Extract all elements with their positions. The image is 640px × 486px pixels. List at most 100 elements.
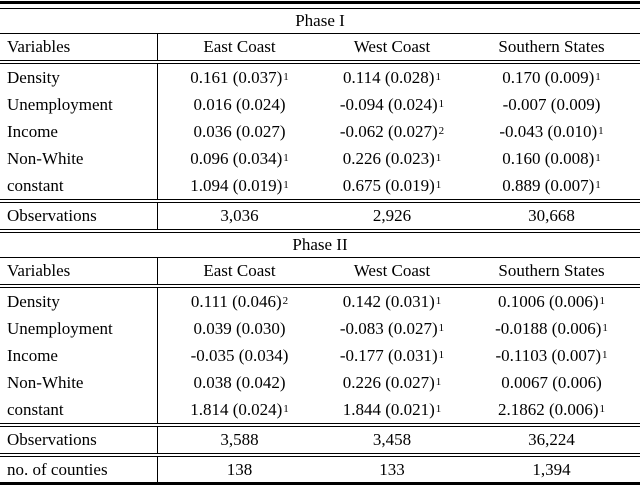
table-row-constant: constant 1.814 (0.024) 1 1.844 (0.021) 1 2… [0,396,640,423]
variable-label: Income [0,118,158,145]
coef-value: 1.094 (0.019) [190,175,283,195]
observations-value: 3,036 [220,206,259,225]
phase-2-header-row: Variables East Coast West Coast Southern… [0,258,640,284]
variable-label: Non-White [0,145,158,172]
coef-cell: 0.142 (0.031) 1 [342,291,442,311]
phase-2-title: Phase II [292,235,348,254]
coef-cell: 2.1862 (0.006) 1 [497,399,606,419]
coef-cell: 0.096 (0.034) 1 [190,148,289,168]
variable-label: Density [0,64,158,91]
horizontal-rule-double [0,453,640,457]
variable-label: Unemployment [0,91,158,118]
coef-cell: -0.094 (0.024) 1 [339,94,445,114]
coef-cell: 0.1006 (0.006) 1 [497,291,606,311]
observations-value: 36,224 [528,430,575,449]
coef-value: -0.035 (0.034) [190,345,289,365]
coef-value: -0.094 (0.024) [339,94,438,114]
coef-cell: -0.035 (0.034) [158,342,321,369]
table-row-income: Income -0.035 (0.034) -0.177 (0.031) 1 -0… [0,342,640,369]
coef-cell: -0.177 (0.031) 1 [339,345,445,365]
coef-cell: 0.226 (0.027) 1 [342,372,442,392]
coef-value: -0.062 (0.027) [339,121,438,141]
coef-cell: 0.226 (0.023) 1 [342,148,442,168]
coef-cell: -0.062 (0.027) 2 [339,121,445,141]
coef-value: 1.844 (0.021) [342,399,435,419]
table-row-income: Income 0.036 (0.027) -0.062 (0.027) 2 -0.… [0,118,640,145]
coef-cell: 0.111 (0.046) 2 [190,291,289,311]
coef-value: 0.1006 (0.006) [497,291,599,311]
variable-label: constant [0,396,158,423]
coef-value: 0.036 (0.027) [193,121,286,141]
table-row-non-white: Non-White 0.096 (0.034) 1 0.226 (0.023) 1 … [0,145,640,172]
counties-row: no. of counties 138 133 1,394 [0,457,640,482]
coef-value: 0.160 (0.008) [502,148,595,168]
horizontal-rule-double [0,284,640,288]
col-header-variables: Variables [0,258,158,284]
coef-cell: -0.007 (0.009) [463,91,640,118]
horizontal-rule [0,257,640,258]
coef-value: -0.043 (0.010) [499,121,598,141]
coef-value: 0.142 (0.031) [342,291,435,311]
coef-value: 0.111 (0.046) [190,291,282,311]
coef-cell: -0.043 (0.010) 1 [499,121,604,141]
coef-cell: -0.1103 (0.007) 1 [495,345,608,365]
coef-value: -0.083 (0.027) [339,318,438,338]
coef-cell: 1.814 (0.024) 1 [190,399,289,419]
bottom-rule-thick [0,482,640,485]
col-header-southern-states: Southern States [498,37,605,56]
coef-cell: 0.038 (0.042) [158,369,321,396]
coef-value: 2.1862 (0.006) [497,399,599,419]
phase-2-observations-row: Observations 3,588 3,458 36,224 [0,427,640,453]
coef-cell: 0.170 (0.009) 1 [502,67,601,87]
counties-value: 133 [379,459,405,479]
coef-cell: 0.036 (0.027) [158,118,321,145]
coef-value: 0.170 (0.009) [502,67,595,87]
coef-value: -0.1103 (0.007) [495,345,602,365]
coef-cell: 1.094 (0.019) 1 [190,175,289,195]
observations-value: 3,588 [220,430,259,449]
col-header-variables: Variables [0,34,158,60]
variable-label: Non-White [0,369,158,396]
observations-value: 3,458 [372,430,412,449]
observations-value: 2,926 [372,206,412,225]
coef-cell: 0.016 (0.024) [158,91,321,118]
coef-value: 0.226 (0.023) [342,148,435,168]
counties-value: 138 [226,459,253,479]
observations-label: Observations [0,203,158,229]
coef-cell: 0.114 (0.028) 1 [343,67,441,87]
table-row-density: Density 0.161 (0.037) 1 0.114 (0.028) 1 0.… [0,64,640,91]
variable-label: Unemployment [0,315,158,342]
coef-value: 0.0067 (0.006) [501,372,602,392]
coef-value: 0.038 (0.042) [193,372,286,392]
coef-cell: 0.0067 (0.006) [463,369,640,396]
table-row-constant: constant 1.094 (0.019) 1 0.675 (0.019) 1 0… [0,172,640,199]
observations-value: 30,668 [528,206,575,225]
variable-label: Income [0,342,158,369]
coef-value: 0.096 (0.034) [190,148,283,168]
table-row-density: Density 0.111 (0.046) 2 0.142 (0.031) 1 0.… [0,288,640,315]
coef-cell: 1.844 (0.021) 1 [342,399,442,419]
coef-cell: 0.889 (0.007) 1 [502,175,601,195]
phase-1-title: Phase I [295,11,345,30]
coef-value: 1.814 (0.024) [190,399,283,419]
table-row-unemployment: Unemployment 0.039 (0.030) -0.083 (0.027… [0,315,640,342]
variable-label: constant [0,172,158,199]
table-row-unemployment: Unemployment 0.016 (0.024) -0.094 (0.024… [0,91,640,118]
observations-label: Observations [0,427,158,453]
col-header-east-coast: East Coast [203,261,276,280]
coef-value: 0.016 (0.024) [193,94,286,114]
coef-value: 0.161 (0.037) [190,67,283,87]
coef-value: -0.177 (0.031) [339,345,438,365]
coef-value: 0.889 (0.007) [502,175,595,195]
coef-cell: -0.0188 (0.006) 1 [495,318,608,338]
top-rule-thick [0,1,640,4]
coef-cell: 0.161 (0.037) 1 [190,67,289,87]
coef-value: 0.039 (0.030) [193,318,286,338]
counties-label: no. of counties [0,457,158,482]
table-row-non-white: Non-White 0.038 (0.042) 0.226 (0.027) 1 0… [0,369,640,396]
coef-value: -0.0188 (0.006) [495,318,602,338]
horizontal-rule-double [0,60,640,64]
col-header-west-coast: West Coast [353,261,431,280]
horizontal-rule-double [0,423,640,427]
